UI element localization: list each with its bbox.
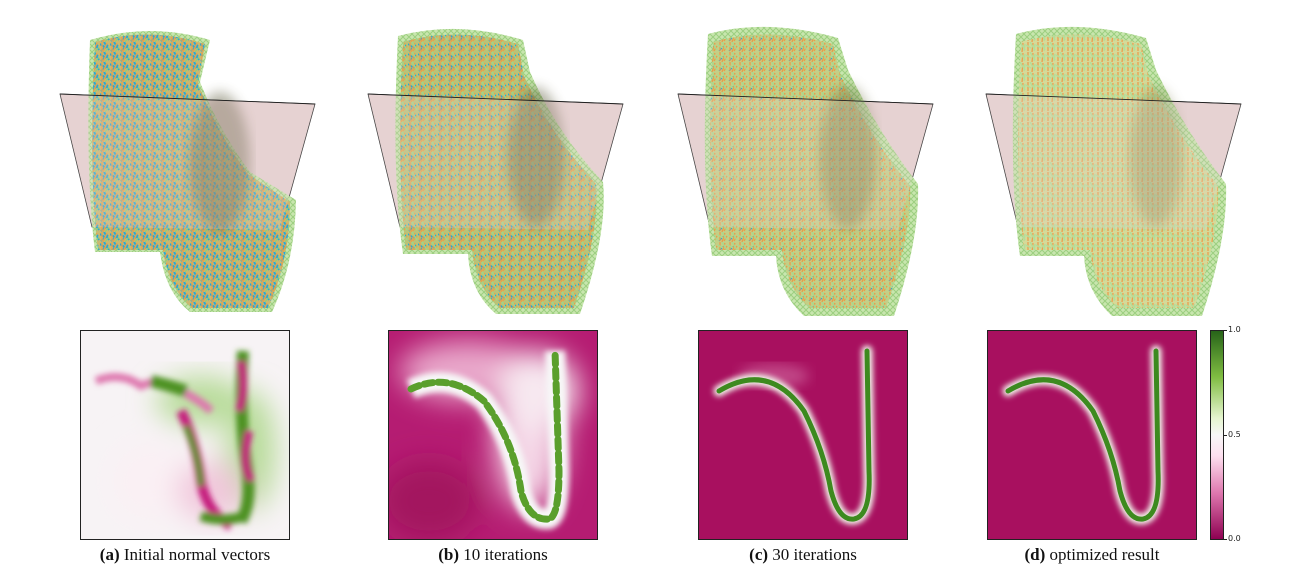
- caption-text-c: 30 iterations: [772, 545, 857, 564]
- caption-label-a: (a): [99, 545, 120, 564]
- point-cloud-render-a: [59, 31, 316, 312]
- colorbar: [1210, 330, 1224, 540]
- caption-b: (b) 10 iterations: [348, 545, 638, 565]
- heatmap-d: [987, 330, 1197, 540]
- caption-a: (a) Initial normal vectors: [40, 545, 330, 565]
- caption-label-c: (c): [749, 545, 769, 564]
- caption-text-b: 10 iterations: [463, 545, 548, 564]
- heatmap-c: [698, 330, 908, 540]
- colorbar-tick-min: 0.0: [1228, 534, 1241, 543]
- point-cloud-render-b: [367, 28, 624, 315]
- heatmap-a: [80, 330, 290, 540]
- caption-label-b: (b): [438, 545, 459, 564]
- caption-text-a: Initial normal vectors: [123, 545, 271, 564]
- colorbar-tick-mid: 0.5: [1228, 430, 1241, 439]
- caption-d: (d) optimized result: [947, 545, 1237, 565]
- caption-label-d: (d): [1024, 545, 1046, 564]
- point-cloud-render-d: [985, 26, 1242, 317]
- caption-c: (c) 30 iterations: [658, 545, 948, 565]
- point-cloud-render-c: [677, 26, 934, 317]
- heatmap-b: [388, 330, 598, 540]
- colorbar-tick-max: 1.0: [1228, 325, 1241, 334]
- caption-text-d: optimized result: [1049, 545, 1160, 564]
